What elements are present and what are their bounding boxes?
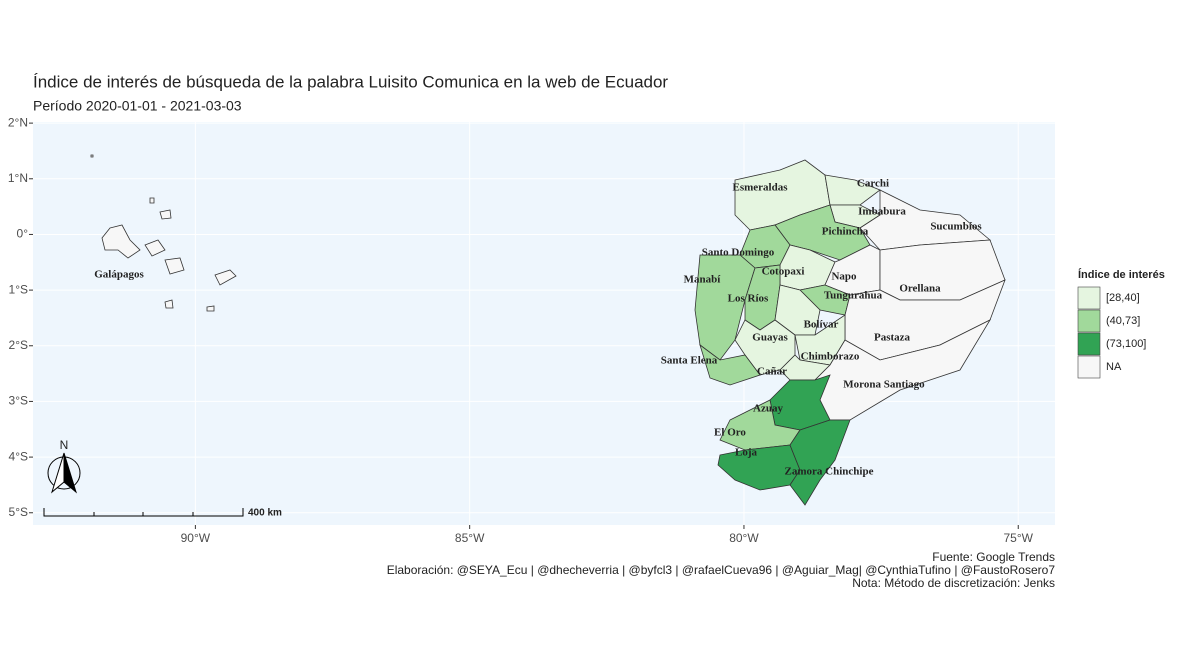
region-label: Tungurahua: [824, 290, 883, 302]
scale-bar: [43, 508, 244, 517]
y-tick-label: 1°N: [8, 171, 28, 185]
legend-swatch: [1077, 286, 1101, 310]
subtitle: Período 2020-01-01 - 2021-03-03: [33, 98, 242, 114]
region-label: Santo Domingo: [702, 247, 775, 259]
region-label: Morona Santiago: [843, 379, 925, 391]
region: [90, 154, 237, 312]
region-label: Cañar: [757, 366, 787, 378]
title: Índice de interés de búsqueda de la pala…: [33, 72, 668, 91]
legend-title: Índice de interés: [1078, 268, 1165, 281]
region-label: Chimborazo: [801, 351, 860, 363]
scale-bar-label: 400 km: [248, 508, 282, 519]
region-label: Loja: [735, 447, 758, 459]
legend-label: NA: [1106, 361, 1122, 373]
region-label: Los Ríos: [728, 293, 769, 305]
y-tick-label: 0°: [17, 227, 29, 241]
legend-swatch: [1077, 355, 1101, 379]
x-tick-label: 75°W: [1004, 531, 1034, 545]
region-label: Galápagos: [94, 269, 144, 281]
region-label: Esmeraldas: [733, 182, 789, 194]
region-label: Santa Elena: [661, 355, 718, 367]
x-tick-label: 90°W: [181, 531, 211, 545]
region-label: El Oro: [714, 427, 746, 439]
region-label: Bolívar: [804, 319, 839, 331]
region-label: Napo: [831, 271, 857, 283]
y-tick-label: 1°S: [9, 282, 28, 296]
x-tick-label: 85°W: [455, 531, 485, 545]
y-tick-label: 2°N: [8, 115, 28, 129]
y-tick-label: 2°S: [9, 338, 28, 352]
y-tick-label: 4°S: [9, 449, 28, 463]
region-label: Cotopaxi: [762, 266, 805, 278]
region: [699, 343, 761, 386]
legend-label: [28,40]: [1106, 292, 1140, 304]
region-label: Orellana: [899, 283, 941, 295]
region: [824, 174, 881, 206]
region-label: Imbabura: [858, 206, 906, 218]
region-label: Zamora Chinchipe: [785, 466, 874, 478]
region: [789, 419, 851, 506]
north-arrow: [63, 452, 77, 494]
caption: Nota: Método de discretización: Jenks: [852, 576, 1055, 590]
north-label: N: [60, 438, 69, 452]
legend-label: (73,100]: [1106, 338, 1146, 350]
region-label: Carchi: [857, 178, 889, 190]
region-label: Azuay: [753, 403, 783, 415]
legend-label: (40,73]: [1106, 315, 1140, 327]
x-tick-label: 80°W: [729, 531, 759, 545]
legend-swatch: [1077, 332, 1101, 356]
legend-swatch: [1077, 309, 1101, 333]
region-label: Guayas: [752, 332, 788, 344]
y-tick-label: 5°S: [9, 505, 28, 519]
region-label: Manabí: [684, 274, 722, 286]
caption: Elaboración: @SEYA_Ecu | @dhecheverria |…: [387, 563, 1056, 577]
y-tick-label: 3°S: [9, 394, 28, 408]
region-label: Pichincha: [822, 226, 869, 238]
region-label: Pastaza: [874, 332, 911, 344]
region-label: Sucumbíos: [930, 221, 982, 233]
caption: Fuente: Google Trends: [932, 550, 1055, 564]
